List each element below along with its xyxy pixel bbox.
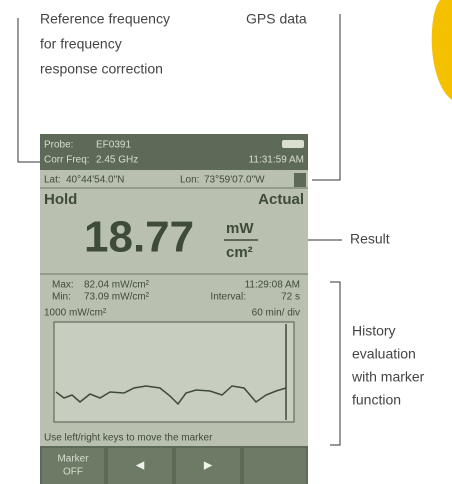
value: 60 min/ div [252, 308, 300, 319]
label: Interval: [210, 292, 246, 303]
callout-line [312, 14, 340, 180]
value: 40°44'54.0"N [66, 175, 124, 186]
annotation: Reference frequency [40, 11, 170, 27]
softkey[interactable]: ► [176, 448, 240, 484]
annotation: History [352, 323, 396, 339]
label: Min: [52, 292, 71, 303]
label: Corr Freq: [44, 155, 90, 166]
softkey-label: ◄ [133, 457, 147, 473]
callout-line [18, 18, 40, 162]
value: EF0391 [96, 140, 131, 151]
gps-icon [294, 173, 306, 187]
callout-line [330, 282, 340, 445]
annotation: for frequency [40, 36, 122, 52]
message: Use left/right keys to move the marker [44, 433, 213, 444]
unit: cm² [226, 244, 253, 261]
figure: Reference frequency for frequency respon… [0, 0, 452, 484]
value: 73.09 mW/cm² [84, 292, 150, 303]
annotation: with marker [351, 369, 425, 385]
label: Lat: [44, 175, 61, 186]
annotation: function [352, 392, 401, 408]
value: 11:29:08 AM [245, 280, 300, 291]
value: 1000 mW/cm² [44, 308, 107, 319]
softkey-label: OFF [63, 467, 83, 478]
softkey[interactable]: Marker OFF [42, 448, 104, 484]
decoration [432, 0, 452, 100]
value: 82.04 mW/cm² [84, 280, 150, 291]
softkey-label: ► [201, 457, 215, 473]
unit: mW [226, 220, 254, 237]
annotation: response correction [40, 61, 163, 77]
display-mode: Actual [258, 191, 304, 208]
annotation: evaluation [352, 346, 416, 362]
reading: 18.77 [84, 213, 194, 262]
plot-area [54, 322, 294, 422]
annotation: GPS data [246, 11, 307, 27]
label: Probe: [44, 140, 73, 151]
softkey-label: Marker [57, 454, 89, 465]
value: 72 s [281, 292, 300, 303]
annotation: Result [350, 231, 390, 247]
time: 11:31:59 AM [249, 155, 304, 166]
battery-icon [282, 140, 304, 148]
value: 2.45 GHz [96, 155, 138, 166]
softkey[interactable] [244, 448, 306, 484]
value: 73°59'07.0"W [204, 175, 265, 186]
label: Lon: [180, 175, 199, 186]
mode: Hold [44, 191, 77, 208]
label: Max: [52, 280, 74, 291]
softkey[interactable]: ◄ [108, 448, 172, 484]
